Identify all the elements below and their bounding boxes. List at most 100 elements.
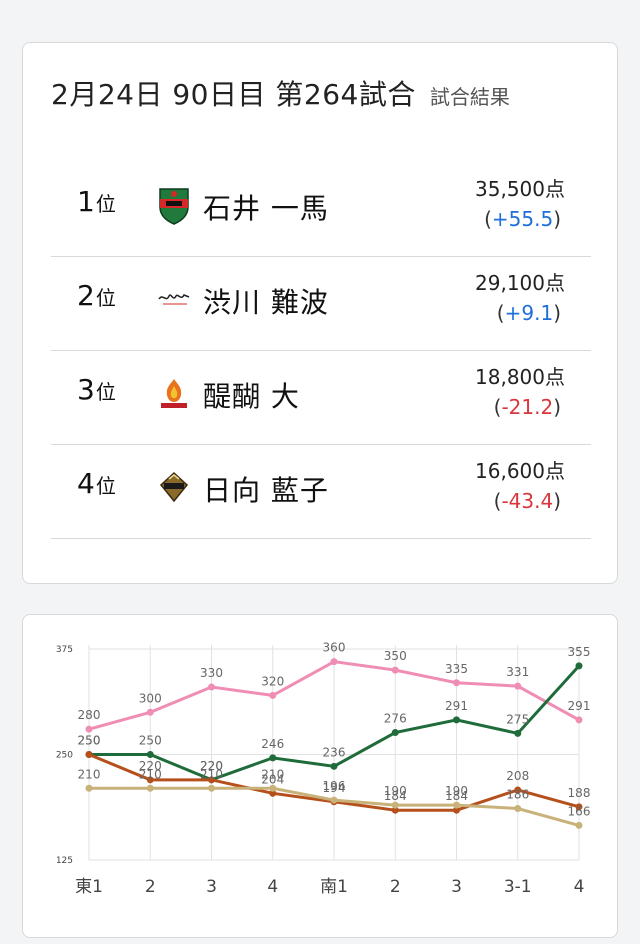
data-point	[146, 776, 154, 784]
point-delta: (+9.1)	[496, 301, 561, 325]
data-label: 246	[261, 737, 284, 751]
data-point	[575, 716, 583, 724]
data-point	[208, 683, 215, 691]
data-point	[575, 803, 583, 811]
data-label: 250	[139, 734, 162, 748]
y-tick-label: 375	[56, 645, 73, 655]
x-tick-label: 4	[267, 877, 278, 897]
rank-position: 4位	[77, 467, 116, 500]
y-tick-label: 125	[56, 856, 73, 866]
ranking-row[interactable]: 3位 醍醐 大 18,800点 (-21.2)	[51, 351, 591, 445]
data-label: 220	[200, 759, 223, 773]
final-score: 35,500点	[475, 177, 565, 201]
data-label: 220	[139, 759, 162, 773]
result-card: 2月24日 90日目 第264試合 試合結果 1位 石井 一馬 35,500点 …	[22, 42, 618, 584]
data-label: 204	[261, 772, 284, 786]
data-point	[453, 679, 460, 687]
data-point	[269, 754, 277, 762]
data-point	[146, 784, 154, 792]
x-tick-label: 東1	[75, 877, 103, 897]
x-tick-label: 3-1	[504, 877, 532, 897]
data-point	[575, 662, 583, 670]
data-label: 335	[445, 662, 468, 676]
ranking-row[interactable]: 2位 渋川 難波 29,100点 (+9.1)	[51, 257, 591, 351]
ranking-list: 1位 石井 一馬 35,500点 (+55.5) 2位 渋川 難波 29,100…	[51, 163, 591, 539]
data-point	[514, 729, 522, 737]
data-point	[330, 658, 338, 666]
data-label: 320	[261, 674, 284, 688]
ranking-row[interactable]: 1位 石井 一馬 35,500点 (+55.5)	[51, 163, 591, 257]
data-point	[514, 682, 522, 690]
data-point	[269, 784, 277, 792]
data-label: 280	[78, 708, 101, 722]
x-tick-label: 4	[574, 877, 585, 897]
y-tick-label: 250	[56, 751, 73, 761]
data-label: 184	[445, 789, 468, 803]
data-label: 190	[384, 784, 407, 798]
point-delta: (-21.2)	[493, 395, 561, 419]
player-name: 醍醐 大	[203, 380, 300, 413]
data-point	[85, 725, 93, 733]
raiders-crest-icon	[159, 471, 189, 503]
data-point	[575, 821, 583, 829]
data-point	[453, 806, 460, 814]
data-point	[514, 805, 522, 813]
data-point	[514, 786, 522, 794]
data-point	[269, 789, 277, 797]
data-label: 360	[323, 641, 346, 655]
final-score: 16,600点	[475, 459, 565, 483]
script-logo-icon	[158, 294, 190, 305]
data-point	[85, 751, 93, 758]
phoenix-flame-icon	[161, 379, 187, 408]
score-line-chart: 125 250 375 東1 2 3 4 南1 2 3 3-1 4 280 300 330 320 360 350…	[56, 641, 591, 897]
data-label: 300	[139, 691, 162, 705]
data-label: 166	[568, 804, 591, 818]
player-name: 日向 藍子	[203, 474, 329, 507]
point-delta: (-43.4)	[493, 489, 561, 513]
data-label: 186	[506, 788, 529, 802]
data-label: 250	[78, 734, 101, 748]
data-label: 196	[323, 779, 346, 793]
data-label: 276	[384, 712, 407, 726]
page-title: 2月24日 90日目 第264試合	[51, 78, 416, 111]
data-point	[146, 751, 154, 758]
data-label: 220	[200, 759, 223, 773]
data-label: 188	[568, 786, 591, 800]
data-point	[391, 666, 399, 674]
data-point	[391, 801, 399, 809]
data-label: 350	[384, 649, 407, 663]
data-point	[208, 776, 215, 784]
data-point	[208, 784, 215, 792]
data-label: 210	[139, 767, 162, 781]
data-point	[330, 762, 338, 770]
final-score: 18,800点	[475, 365, 565, 389]
ranking-row[interactable]: 4位 日向 藍子 16,600点 (-43.4)	[51, 445, 591, 539]
data-point	[391, 806, 399, 814]
x-tick-label: 南1	[320, 877, 348, 897]
data-label: 330	[200, 666, 223, 680]
player-name: 石井 一馬	[203, 192, 329, 225]
player-name: 渋川 難波	[203, 286, 329, 319]
data-point	[269, 691, 277, 699]
data-label: 250	[78, 734, 101, 748]
data-label: 194	[323, 781, 346, 795]
data-label: 236	[323, 745, 346, 759]
data-label: 355	[568, 645, 591, 659]
x-tick-label: 2	[390, 877, 401, 897]
x-tick-label: 2	[145, 877, 156, 897]
data-label: 210	[261, 767, 284, 781]
score-chart-card: 125 250 375 東1 2 3 4 南1 2 3 3-1 4 280 300 330 320 360 350…	[22, 614, 618, 938]
data-label: 275	[506, 712, 529, 726]
x-tick-label: 3	[206, 877, 217, 897]
data-point	[453, 716, 460, 724]
point-delta: (+55.5)	[484, 207, 561, 231]
data-point	[146, 708, 154, 716]
data-point	[391, 729, 399, 737]
page-subtitle: 試合結果	[429, 85, 510, 109]
jets-shield-icon	[159, 188, 189, 225]
rank-position: 2位	[77, 279, 116, 312]
data-label: 291	[445, 699, 468, 713]
data-label: 210	[200, 767, 223, 781]
data-point	[85, 784, 93, 792]
data-label: 210	[78, 767, 101, 781]
